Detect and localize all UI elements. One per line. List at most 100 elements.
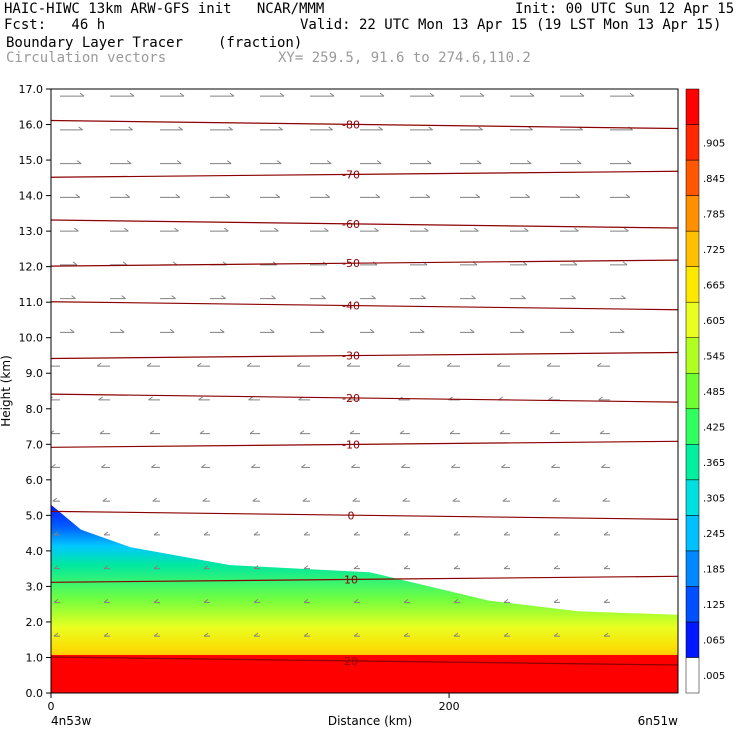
y-tick-label: 6.0 xyxy=(26,474,44,487)
vector-head xyxy=(203,565,209,570)
vector-head xyxy=(378,126,383,131)
vector-head xyxy=(71,295,76,300)
vector-head xyxy=(53,531,59,536)
contour-label: 0 xyxy=(348,509,355,522)
vector-head xyxy=(353,599,359,603)
colorbar-label: .185 xyxy=(703,565,725,576)
vector-head xyxy=(121,295,126,300)
y-tick-label: 16.0 xyxy=(19,119,44,132)
vector-head xyxy=(98,396,103,401)
colorbar-swatch xyxy=(685,195,700,232)
vector-head xyxy=(51,396,53,399)
vector-head xyxy=(353,531,359,536)
vector-head xyxy=(346,362,352,367)
colorbar-label: .725 xyxy=(703,245,725,256)
vector-head xyxy=(475,193,481,198)
vector-head xyxy=(528,126,533,131)
vector-head xyxy=(153,632,159,637)
colorbar-label: .125 xyxy=(703,600,725,611)
vector-head xyxy=(128,126,133,131)
colorbar-label: .605 xyxy=(703,316,725,327)
vector-head xyxy=(153,531,159,536)
vector-head xyxy=(303,531,309,536)
colorbar-swatch xyxy=(685,88,700,125)
vector-head xyxy=(503,599,509,603)
vector-head xyxy=(425,193,431,198)
y-tick-label: 17.0 xyxy=(19,83,44,96)
contour-label: -30 xyxy=(342,349,360,362)
y-tick-label: 15.0 xyxy=(19,154,44,167)
vector-head xyxy=(571,295,576,300)
vector-head xyxy=(53,599,59,603)
vector-head xyxy=(275,193,281,198)
vector-head xyxy=(622,261,628,266)
vector-head xyxy=(326,160,332,165)
colorbar-label: .845 xyxy=(703,174,725,185)
vector-head xyxy=(75,193,81,198)
contour-line xyxy=(51,351,678,360)
vector-head xyxy=(598,396,603,401)
vector-head xyxy=(224,227,229,232)
y-tick-label: 0.0 xyxy=(26,687,44,700)
vector-head xyxy=(229,92,235,97)
x-tick-label: 0 xyxy=(48,700,55,713)
vector-head xyxy=(201,463,206,468)
vector-head xyxy=(451,463,456,468)
vector-head xyxy=(122,261,128,266)
vector-head xyxy=(479,92,485,97)
vector-head xyxy=(78,126,83,131)
y-tick-label: 3.0 xyxy=(26,580,44,593)
vector-head xyxy=(603,565,609,570)
contour-line xyxy=(51,393,678,403)
colorbar-swatch xyxy=(685,408,700,445)
vector-head xyxy=(525,193,531,198)
colorbar-swatch xyxy=(685,550,700,587)
vector-head xyxy=(328,126,333,131)
vector-head xyxy=(253,565,259,570)
vector-head xyxy=(546,362,552,367)
vector-head xyxy=(274,227,279,232)
vector-head xyxy=(149,430,155,435)
contour-line xyxy=(51,301,678,311)
vector-head xyxy=(152,497,158,502)
overlay-name: Circulation vectors xyxy=(6,50,167,66)
colorbar-label: .065 xyxy=(703,636,725,647)
vector-head xyxy=(148,396,153,401)
vector-head xyxy=(198,396,203,401)
contour-line xyxy=(51,656,678,666)
colorbar-label: .665 xyxy=(703,280,725,291)
y-axis: 0.0 1.0 2.0 3.0 4.0 5.0 6.0 7.0 8.0 9.0 10.0 11.0 12… xyxy=(19,83,51,700)
vector-head xyxy=(226,160,232,165)
vector-head xyxy=(351,463,356,468)
colorbar-label: .905 xyxy=(703,138,725,149)
vector-head xyxy=(476,160,482,165)
x-axis-label: Distance (km) xyxy=(328,714,412,728)
colorbar-swatch xyxy=(685,230,700,267)
colorbar-swatch xyxy=(685,159,700,196)
vector-head xyxy=(552,497,558,502)
vector-head xyxy=(553,565,559,570)
colorbar-swatch xyxy=(685,124,700,161)
contour-line xyxy=(51,119,678,130)
vector-head xyxy=(51,430,55,434)
vector-head xyxy=(529,92,535,97)
contour-label: -60 xyxy=(342,218,360,231)
vector-head xyxy=(602,497,608,502)
vector-head xyxy=(502,497,508,502)
x-tick-label: 200 xyxy=(439,700,460,713)
vector-head xyxy=(576,160,582,165)
vector-head xyxy=(503,531,509,536)
colorbar-swatch xyxy=(685,621,700,658)
chart-title: HAIC-HIWC 13km ARW-GFS init NCAR/MMM xyxy=(4,1,325,17)
x-axis: 0 200 xyxy=(48,693,460,713)
y-axis-label: Height (km) xyxy=(0,355,13,426)
contour-label: 10 xyxy=(344,573,358,586)
vector-head xyxy=(551,463,556,468)
vector-head xyxy=(553,632,559,637)
colorbar-label: .245 xyxy=(703,529,725,540)
vector-head xyxy=(352,497,358,502)
field-units: (fraction) xyxy=(218,35,303,51)
contour-label: 20 xyxy=(344,655,358,668)
vector-head xyxy=(349,430,355,435)
vector-head xyxy=(228,126,233,131)
